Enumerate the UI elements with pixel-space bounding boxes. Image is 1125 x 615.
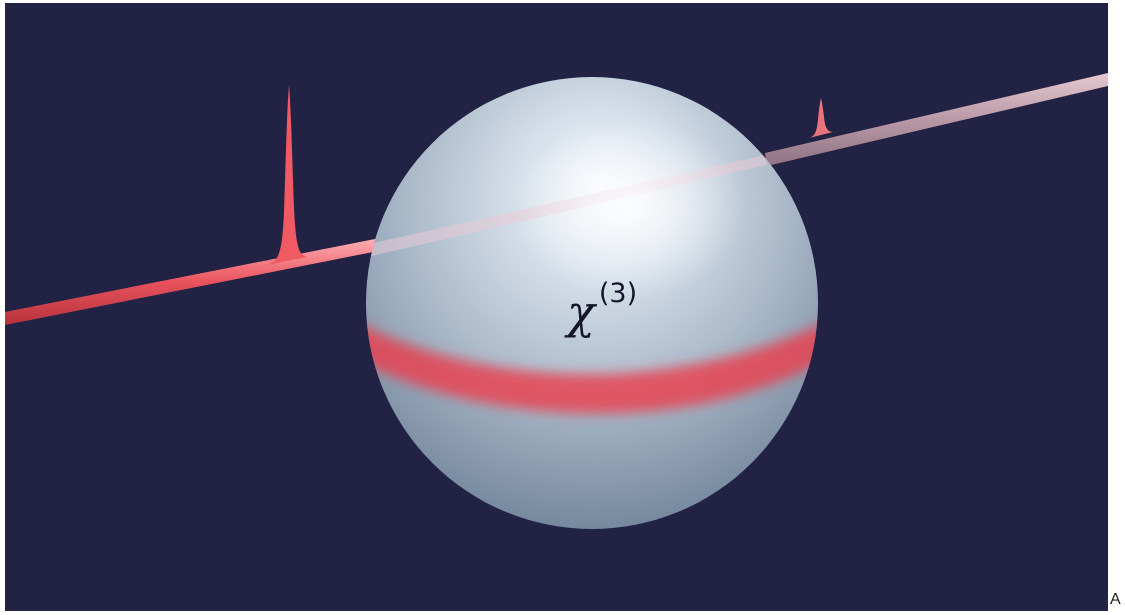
output-pulse bbox=[809, 98, 833, 138]
chi-symbol: χ bbox=[564, 285, 598, 339]
output-fiber bbox=[765, 73, 1108, 166]
microresonator-diagram: χ (3) bbox=[5, 3, 1108, 611]
panel-letter: A bbox=[1110, 591, 1121, 608]
chi3-label: χ (3) bbox=[564, 278, 637, 339]
input-pulse bbox=[267, 85, 307, 265]
sphere-resonator bbox=[366, 77, 818, 529]
chi-superscript: (3) bbox=[599, 278, 637, 309]
mode-band bbox=[366, 317, 818, 414]
